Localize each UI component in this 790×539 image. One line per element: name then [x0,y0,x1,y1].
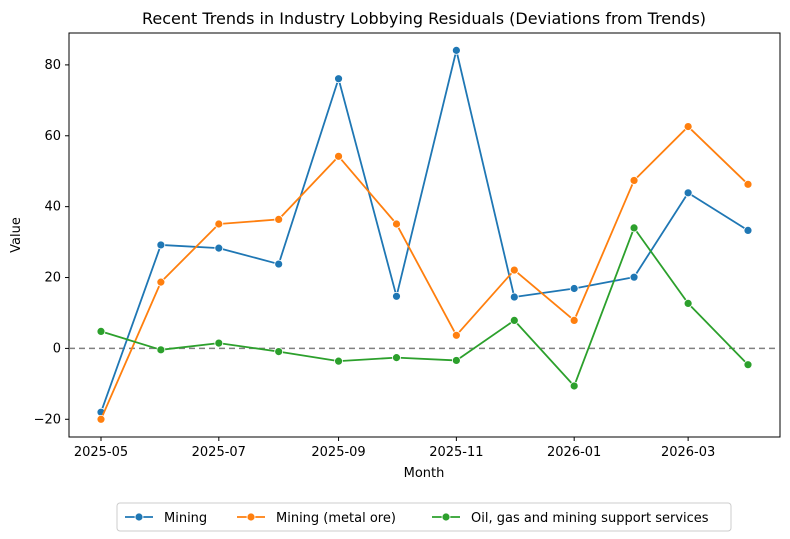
data-point [392,291,401,301]
chart-title: Recent Trends in Industry Lobbying Resid… [142,9,706,28]
y-tick-label: 80 [44,58,61,73]
data-point [569,381,579,391]
y-axis-label: Value [9,217,24,253]
data-point [334,151,343,161]
data-point [451,356,461,365]
y-tick-label: 0 [53,341,61,356]
data-point [392,353,401,363]
data-point [334,74,343,84]
data-point [334,356,343,366]
x-tick-label: 2026-01 [547,445,601,460]
data-point [451,45,461,55]
data-point [96,326,106,336]
data-point [214,338,224,348]
data-point [156,240,166,250]
y-tick-label: 60 [44,129,61,144]
legend-box [116,502,732,532]
x-tick-label: 2025-11 [429,445,483,460]
y-tick-label: 40 [44,200,61,215]
data-point [743,360,753,370]
data-point [451,330,461,340]
data-point [509,265,519,275]
legend-label: Mining [164,511,207,526]
y-tick-label: 20 [44,271,61,286]
data-point [683,298,693,308]
data-point [509,316,519,325]
x-tick-label: 2025-05 [74,445,128,460]
legend-label: Oil, gas and mining support services [471,511,709,526]
series-line-1 [100,125,749,420]
x-tick-label: 2025-07 [192,445,246,460]
plot-area-frame [68,32,781,438]
data-point [274,259,284,269]
data-point [743,179,753,189]
x-tick-label: 2026-03 [661,445,715,460]
data-point [569,284,579,293]
data-point [683,122,693,131]
legend-swatch-marker [134,512,144,522]
x-tick-label: 2025-09 [311,445,365,460]
x-axis-label: Month [404,466,445,481]
data-point [683,188,693,198]
data-point [629,223,639,233]
data-point [156,277,166,287]
y-tick-label: −20 [34,412,61,427]
data-point [743,225,753,235]
data-point [629,176,639,185]
data-point [156,345,166,355]
legend-swatch-marker [246,512,256,522]
data-point [392,219,401,229]
data-point [509,292,519,302]
series-line-0 [100,49,749,413]
legend-label: Mining (metal ore) [276,511,396,526]
data-point [629,272,639,282]
data-point [214,243,224,253]
legend: Mining Mining (metal ore) Oil, gas and min… [116,502,732,532]
series-line-2 [100,227,749,387]
data-point [274,215,284,224]
legend-swatch-marker [441,512,451,522]
data-point [569,316,579,325]
data-point [96,414,106,424]
data-point [214,219,224,229]
data-point [274,347,284,356]
